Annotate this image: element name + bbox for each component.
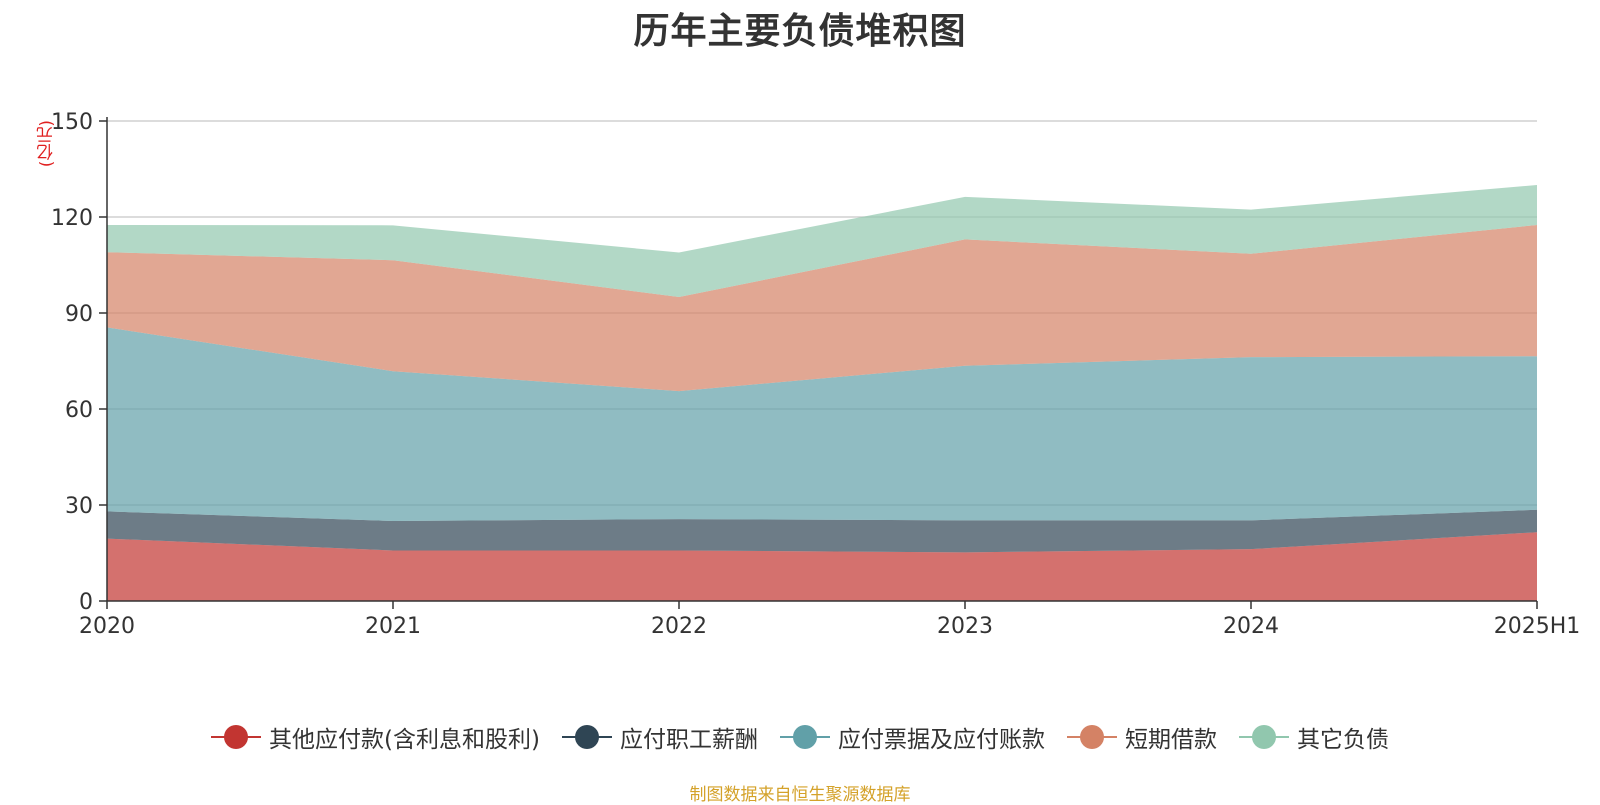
legend-label: 短期借款	[1124, 727, 1217, 753]
area-series-2	[107, 509, 1537, 553]
legend-label: 应付票据及应付账款	[837, 727, 1045, 753]
legend-label: 应付职工薪酬	[619, 727, 758, 753]
y-tick-label: 150	[51, 110, 93, 135]
x-tick-label: 2021	[365, 614, 421, 639]
legend-item-2[interactable]: 应付职工薪酬	[561, 720, 758, 754]
chart-title: 历年主要负债堆积图	[633, 11, 967, 52]
y-tick-label: 120	[51, 206, 93, 231]
x-tick-label: 2024	[1223, 614, 1279, 639]
area-series-4	[107, 225, 1537, 392]
legend-item-1[interactable]: 其他应付款(含利息和股利)	[211, 720, 540, 754]
legend-swatch-icon	[561, 725, 612, 749]
y-tick-label: 60	[65, 398, 93, 423]
x-tick-label: 2022	[651, 614, 707, 639]
area-series-1	[107, 532, 1537, 601]
y-tick-label: 90	[65, 302, 93, 327]
y-tick-label: 30	[65, 494, 93, 519]
x-tick-label: 2023	[937, 614, 993, 639]
area-layer	[107, 185, 1537, 601]
legend-label: 其他应付款(含利息和股利)	[269, 727, 540, 753]
y-tick-label: 0	[79, 590, 93, 615]
axis-layer: 0 30 60 90 120 150 2020 2021 2022 2023 2024 2025H1	[51, 110, 1580, 639]
area-series-3	[107, 327, 1537, 521]
legend-item-5[interactable]: 其它负债	[1238, 720, 1389, 754]
legend-swatch-icon	[1238, 725, 1289, 749]
legend-item-3[interactable]: 应付票据及应付账款	[779, 720, 1045, 754]
legend-label: 其它负债	[1296, 727, 1389, 753]
legend-swatch-icon	[1066, 725, 1117, 749]
area-series-5	[107, 185, 1537, 297]
x-tick-label: 2025H1	[1494, 614, 1581, 639]
legend: 其他应付款(含利息和股利) 应付职工薪酬 应付票据及应付账款 短期借款 其它负债	[0, 720, 1600, 754]
legend-swatch-icon	[779, 725, 830, 749]
legend-swatch-icon	[211, 725, 262, 749]
legend-item-4[interactable]: 短期借款	[1066, 720, 1217, 754]
stacked-area-chart: 0 30 60 90 120 150 2020 2021 2022 2023 2024 2025H1	[51, 110, 1580, 639]
data-source-note: 制图数据来自恒生聚源数据库	[689, 785, 911, 805]
x-tick-label: 2020	[79, 614, 135, 639]
